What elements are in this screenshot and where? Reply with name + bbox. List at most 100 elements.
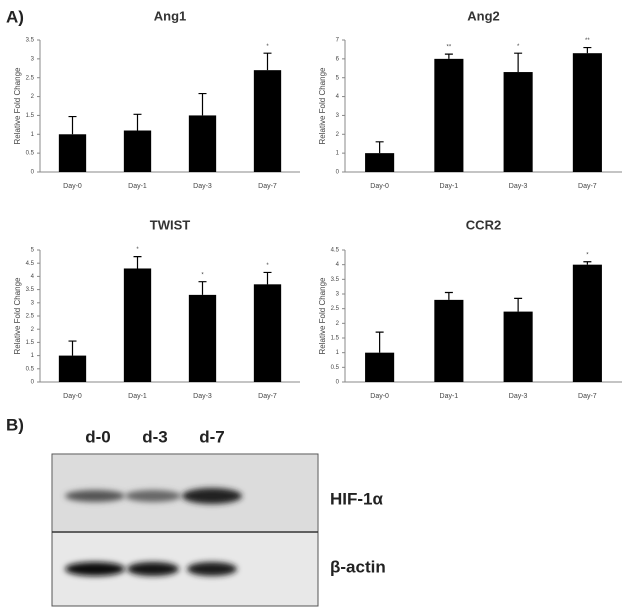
error-bar xyxy=(514,297,523,312)
y-tick-label: 3.5 xyxy=(26,38,35,44)
panel-label: A) xyxy=(6,7,24,26)
y-tick-label: 3 xyxy=(31,300,35,306)
bar xyxy=(123,130,152,172)
x-tick-label: Day-3 xyxy=(193,183,212,190)
significance: * xyxy=(266,44,269,50)
x-tick-label: Day-1 xyxy=(128,183,147,190)
significance: * xyxy=(266,263,269,269)
chart-title: Ang2 xyxy=(467,8,500,23)
bar xyxy=(188,294,217,382)
error-bar xyxy=(444,291,453,300)
y-tick-label: 1 xyxy=(336,151,340,157)
bar xyxy=(253,70,282,172)
x-tick-label: Day-0 xyxy=(63,183,82,190)
error-bar xyxy=(583,261,592,265)
chart-title: TWIST xyxy=(150,217,190,232)
x-tick-label: Day-1 xyxy=(440,183,459,190)
x-tick-label: Day-7 xyxy=(578,183,597,190)
lane-label: d-3 xyxy=(142,427,168,446)
band xyxy=(125,490,181,502)
significance: ** xyxy=(585,38,590,44)
significance: * xyxy=(517,44,520,50)
error-bar xyxy=(263,271,272,285)
error-bar xyxy=(375,331,384,353)
y-tick-label: 2 xyxy=(31,94,35,100)
band xyxy=(65,490,125,502)
y-tick-label: 4.5 xyxy=(331,248,340,254)
y-tick-label: 0 xyxy=(336,380,340,386)
bar xyxy=(58,355,87,382)
lane-label: d-0 xyxy=(85,427,111,446)
bar xyxy=(365,153,395,172)
y-tick-label: 0.5 xyxy=(26,151,35,157)
chart-title: Ang1 xyxy=(154,8,187,23)
x-tick-label: Day-7 xyxy=(258,183,277,190)
y-tick-label: 4 xyxy=(336,262,340,268)
y-tick-label: 0 xyxy=(336,170,340,176)
panel-label: B) xyxy=(6,415,24,434)
bar xyxy=(365,352,395,382)
x-tick-label: Day-0 xyxy=(370,393,389,400)
significance: * xyxy=(201,272,204,278)
y-tick-label: 5 xyxy=(31,248,35,254)
error-bar xyxy=(198,281,207,295)
y-tick-label: 1.5 xyxy=(331,336,340,342)
chart: CCR2 Relative Fold Change 0 0.5 1 1.5 2 2.5 3 3.5… xyxy=(318,217,622,400)
band xyxy=(182,488,242,504)
band xyxy=(65,562,125,576)
bar xyxy=(58,134,87,172)
error-bar xyxy=(133,256,142,269)
x-tick-label: Day-7 xyxy=(258,393,277,400)
y-tick-label: 6 xyxy=(336,56,340,62)
error-bar xyxy=(198,92,207,116)
significance: * xyxy=(136,247,139,253)
x-tick-label: Day-3 xyxy=(193,393,212,400)
bar xyxy=(503,311,533,382)
y-tick-label: 3.5 xyxy=(26,287,35,293)
x-tick-label: Day-1 xyxy=(128,393,147,400)
bar xyxy=(503,72,533,172)
chart: Ang2 Relative Fold Change 0 1 2 3 4 5 6 7 Day-0 Day… xyxy=(318,8,622,190)
y-tick-label: 4.5 xyxy=(26,261,35,267)
y-tick-label: 4 xyxy=(31,274,35,280)
error-bar xyxy=(375,141,384,154)
error-bar xyxy=(444,53,453,59)
y-tick-label: 3 xyxy=(336,113,340,119)
bar xyxy=(123,268,152,382)
chart-title: CCR2 xyxy=(466,217,501,232)
lane-label: d-7 xyxy=(199,427,225,446)
y-tick-label: 1.5 xyxy=(26,113,35,119)
y-tick-label: 7 xyxy=(336,38,340,44)
bar xyxy=(188,115,217,172)
y-tick-label: 2.5 xyxy=(26,314,35,320)
error-bar xyxy=(514,52,523,73)
bar xyxy=(253,284,282,382)
y-tick-label: 3 xyxy=(31,56,35,62)
y-tick-label: 1 xyxy=(336,350,340,356)
y-tick-label: 2 xyxy=(31,327,35,333)
x-tick-label: Day-3 xyxy=(509,393,528,400)
error-bar xyxy=(583,46,592,54)
y-tick-label: 3.5 xyxy=(331,277,340,283)
significance: ** xyxy=(447,45,452,51)
y-tick-label: 1 xyxy=(31,353,35,359)
y-tick-label: 0 xyxy=(31,170,35,176)
error-bar xyxy=(68,115,77,135)
western-blot: d-0 d-3 d-7 HIF-1α β-actin xyxy=(51,427,386,607)
y-tick-label: 1.5 xyxy=(26,340,35,346)
band xyxy=(187,562,237,576)
x-tick-label: Day-3 xyxy=(509,183,528,190)
y-axis-label: Relative Fold Change xyxy=(318,67,327,144)
y-tick-label: 2 xyxy=(336,321,340,327)
y-tick-label: 1 xyxy=(31,132,35,138)
chart: Ang1 Relative Fold Change 0 0.5 1 1.5 2 2.5 3 3.5… xyxy=(13,8,300,190)
y-tick-label: 0 xyxy=(31,380,35,386)
y-axis-label: Relative Fold Change xyxy=(318,277,327,354)
y-axis-label: Relative Fold Change xyxy=(13,277,22,354)
error-bar xyxy=(133,113,142,131)
bar xyxy=(572,264,602,382)
y-tick-label: 0.5 xyxy=(331,365,340,371)
y-tick-label: 2.5 xyxy=(26,75,35,81)
chart: TWIST Relative Fold Change 0 0.5 1 1.5 2 2.5 3 3.… xyxy=(13,217,300,400)
